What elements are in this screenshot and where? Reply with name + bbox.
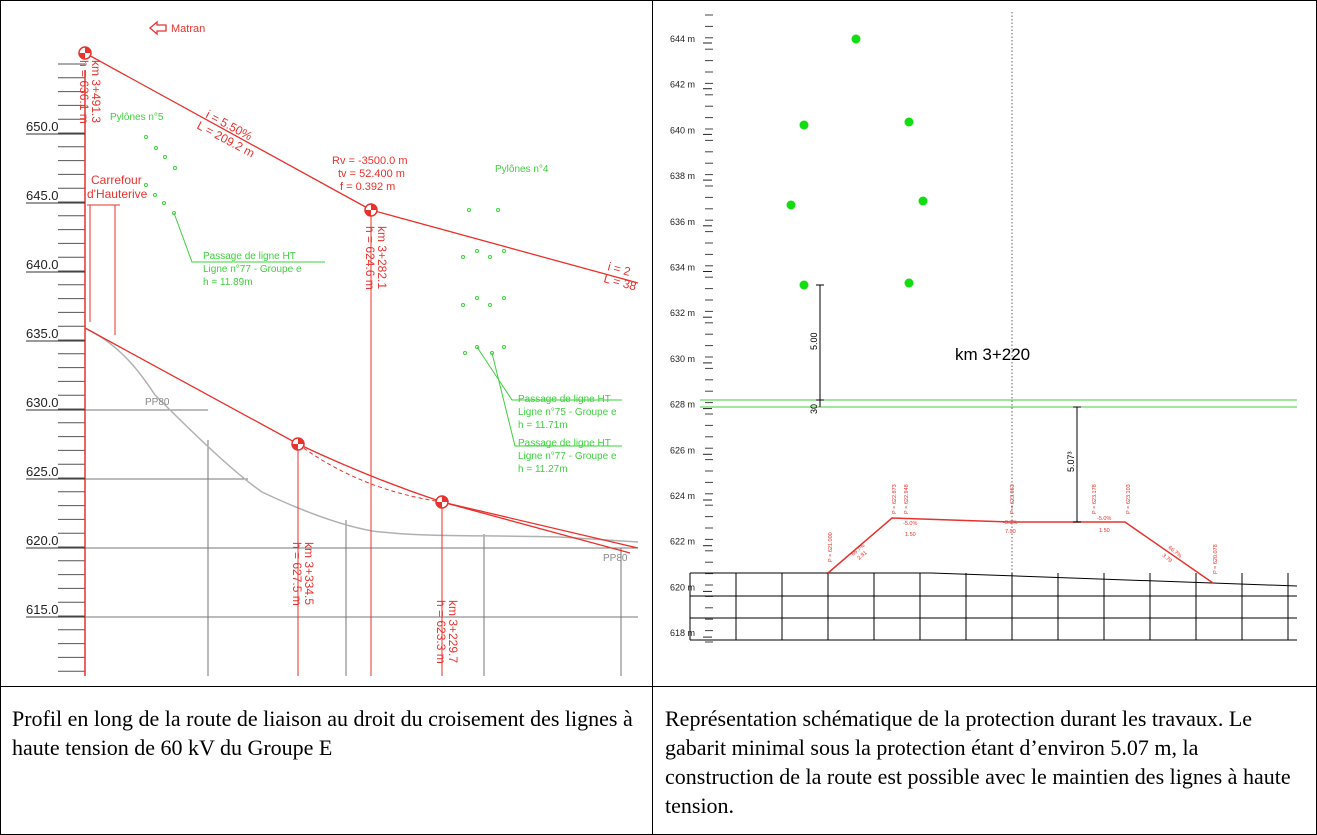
slope2-i: i = 2 — [606, 259, 632, 279]
y-axis-label: 620.0 — [26, 533, 59, 548]
y-axis-label: 632 m — [670, 308, 695, 318]
y-axis-label: 628 m — [670, 400, 695, 410]
caption-left: Profil en long de la route de liaison au… — [12, 706, 633, 760]
slope-pct: -5.0% — [1097, 516, 1111, 522]
pp80-label-1: PP80 — [145, 397, 170, 408]
point-label: P = 622.948 — [904, 484, 910, 514]
direction-label: Matran — [171, 23, 205, 35]
carrefour-line2: d'Hauterive — [87, 187, 148, 201]
passage1-line: Ligne n°77 - Groupe e — [203, 264, 302, 275]
slope-len: 7.00 — [1005, 529, 1016, 535]
passage3-line: Ligne n°77 - Groupe e — [518, 451, 617, 462]
station-h-3: h = 627.5 m — [290, 542, 304, 606]
pp80-label-2: PP80 — [603, 553, 628, 564]
y-axis-label: 645.0 — [26, 188, 59, 203]
y-axis-label: 638 m — [670, 171, 695, 181]
station-markers — [78, 46, 449, 509]
station-km-1: km 3+491.3 — [89, 60, 103, 123]
pylon-label-4: Pylônes n°4 — [495, 164, 549, 175]
y-axis-label: 634 m — [670, 263, 695, 273]
cross-section: 644 m 642 m 640 m 638 m 636 m 634 m 632 m 630 m… — [670, 12, 1298, 643]
passage3-h: h = 11.27m — [518, 464, 568, 475]
station-marker — [364, 203, 378, 217]
dim-top-gap: 5.00 — [809, 332, 819, 350]
y-axis-label: 644 m — [670, 34, 695, 44]
station-marker — [78, 46, 92, 60]
y-axis-label: 640 m — [670, 125, 695, 135]
y-axis-label: 635.0 — [26, 326, 59, 341]
dim-small: 30 — [809, 404, 819, 414]
curve-rv: Rv = -3500.0 m — [332, 155, 408, 167]
cross-section-station: km 3+220 — [955, 345, 1030, 364]
passage1-h: h = 11.89m — [203, 277, 253, 288]
slope-len: 3.79 — [1161, 553, 1173, 564]
y-axis-label: 624 m — [670, 491, 695, 501]
slope-pct: -5.0% — [903, 521, 917, 527]
y-axis-label: 622 m — [670, 537, 695, 547]
point-label: P = 621.000 — [828, 532, 834, 562]
point-label: P = 622.873 — [892, 484, 898, 514]
y-axis-label: 615.0 — [26, 602, 59, 617]
slope-pct: -3.3% — [1003, 520, 1017, 526]
passage3-title: Passage de ligne HT — [518, 438, 611, 449]
y-axis-label: 640.0 — [26, 257, 59, 272]
y-axis-label: 650.0 — [26, 119, 59, 134]
point-label: P = 620.078 — [1213, 544, 1219, 574]
point-label: P = 623.178 — [1092, 484, 1098, 514]
station-km-2: km 3+282.1 — [375, 226, 389, 289]
passage2-title: Passage de ligne HT — [518, 394, 611, 405]
y-axis-label: 630.0 — [26, 395, 59, 410]
point-label: P = 623.103 — [1126, 484, 1132, 514]
passage1-title: Passage de ligne HT — [203, 251, 296, 262]
curve-f: f = 0.392 m — [340, 181, 395, 193]
station-h-4: h = 623.3 m — [434, 600, 448, 664]
station-h-2: h = 624.6 m — [363, 226, 377, 290]
passage2-h: h = 11.71m — [518, 420, 568, 431]
y-axis-label: 625.0 — [26, 464, 59, 479]
curve-tv: tv = 52.400 m — [338, 168, 405, 180]
point-label: P = 623.063 — [1010, 484, 1016, 514]
station-h-1: h = 636.1 m — [77, 60, 91, 124]
y-axis-label: 636 m — [670, 217, 695, 227]
station-marker — [291, 437, 305, 451]
y-axis-label: 626 m — [670, 445, 695, 455]
pylon-label-5: Pylônes n°5 — [110, 112, 164, 123]
station-km-4: km 3+229.7 — [446, 600, 460, 663]
longitudinal-profile: 650.0 645.0 640.0 635.0 630.0 625.0 620.0 615.0… — [26, 20, 638, 676]
passage2-line: Ligne n°75 - Groupe e — [518, 407, 617, 418]
slope2-L: L = 38 — [602, 271, 638, 293]
direction-arrow-icon — [149, 20, 167, 36]
caption-right: Représentation schématique de la protect… — [665, 706, 1291, 818]
y-axis-label: 620 m — [670, 582, 695, 592]
slope-len: 1.50 — [1099, 528, 1110, 534]
station-marker — [435, 495, 449, 509]
station-km-3: km 3+334.5 — [302, 542, 316, 605]
y-axis-label: 618 m — [670, 628, 695, 638]
slope-len: 2.81 — [856, 550, 868, 561]
y-axis-label: 630 m — [670, 354, 695, 364]
dim-clearance: 5.07³ — [1066, 451, 1076, 472]
y-axis-label: 642 m — [670, 80, 695, 90]
slope-len: 1.50 — [905, 532, 916, 538]
carrefour-line1: Carrefour — [91, 173, 142, 187]
